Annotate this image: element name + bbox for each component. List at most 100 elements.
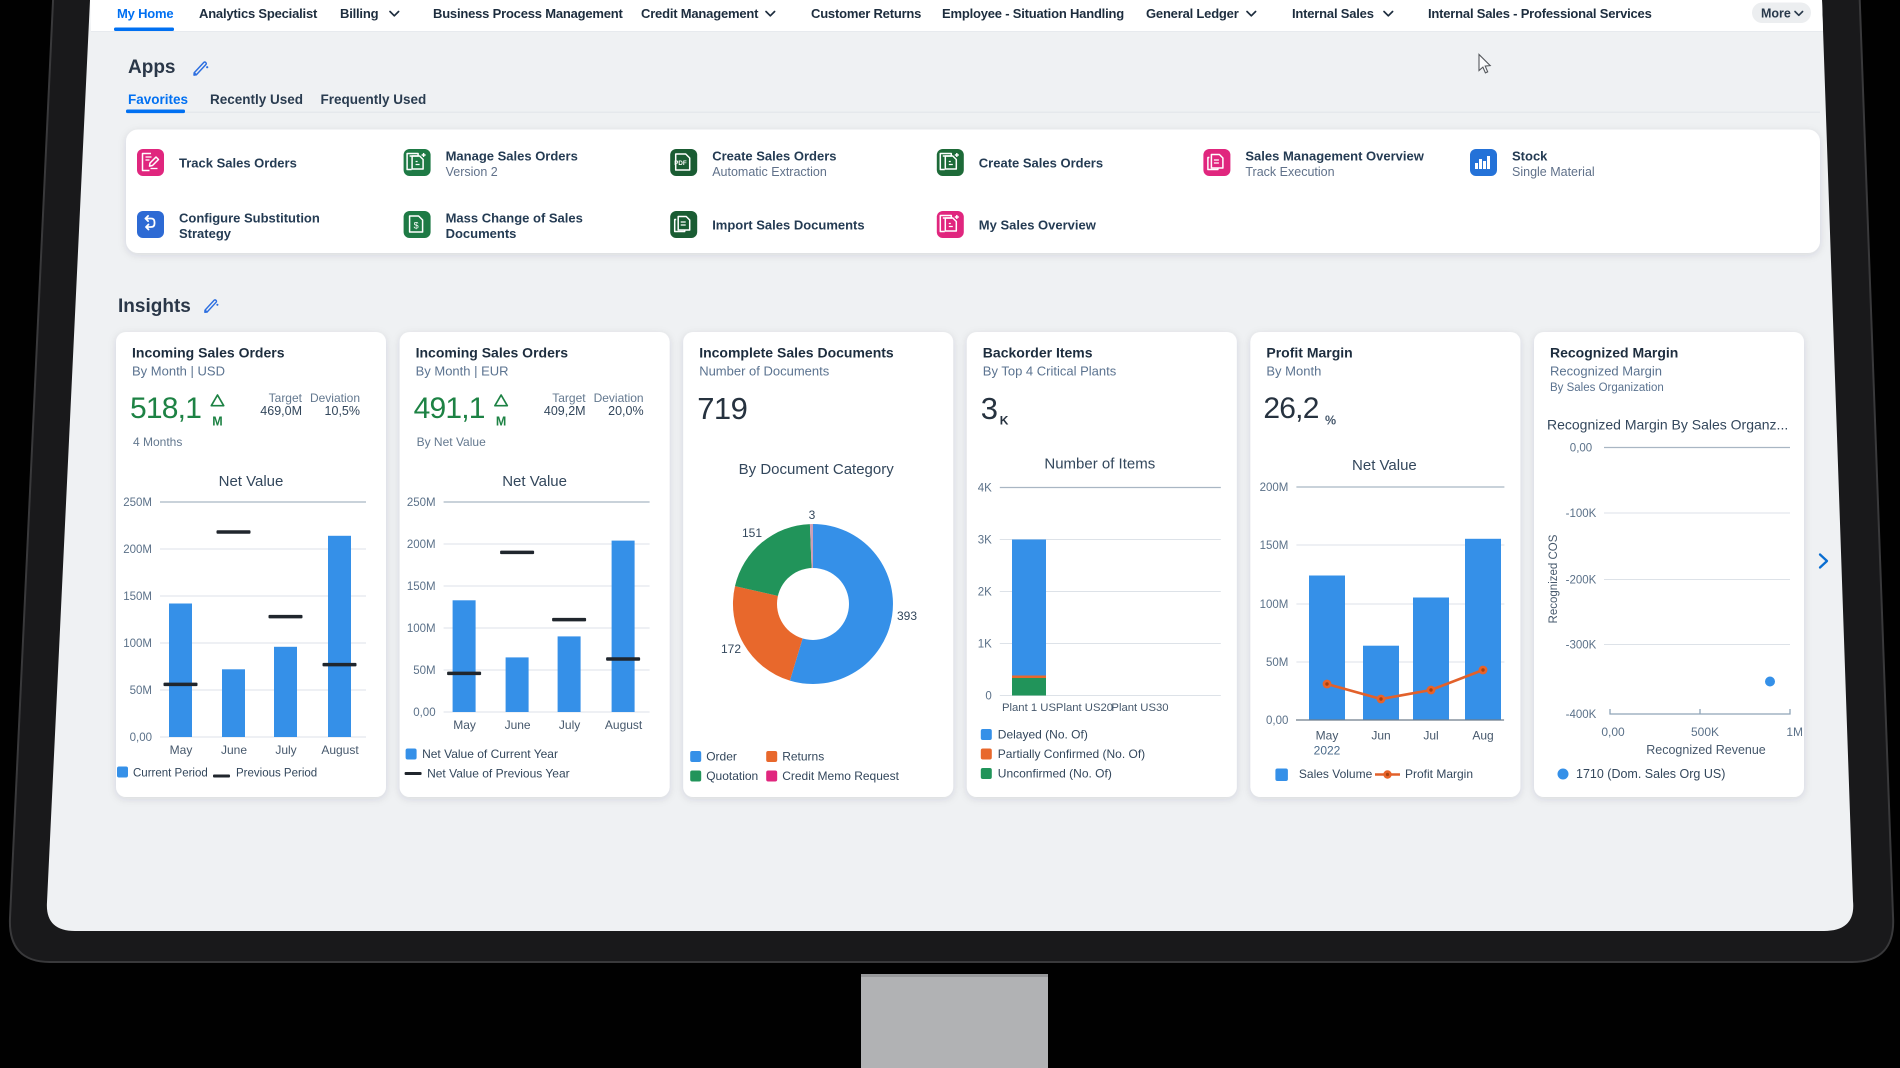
svg-text:Plant US20: Plant US20	[1056, 702, 1113, 714]
svg-text:Manage Sales Orders: Manage Sales Orders	[446, 149, 578, 164]
svg-text:Net Value: Net Value	[502, 473, 567, 490]
svg-text:Profit Margin: Profit Margin	[1405, 767, 1473, 781]
svg-text:Deviation: Deviation	[594, 391, 644, 405]
svg-text:Version 2: Version 2	[446, 165, 498, 179]
svg-text:20,0%: 20,0%	[608, 404, 643, 418]
svg-text:Employee - Situation Handling: Employee - Situation Handling	[942, 6, 1124, 21]
svg-text:-400K: -400K	[1566, 709, 1597, 721]
svg-text:1K: 1K	[978, 639, 992, 651]
svg-text:Business Process Management: Business Process Management	[433, 6, 624, 21]
svg-text:200M: 200M	[123, 544, 152, 556]
svg-text:Current Period: Current Period	[133, 768, 208, 780]
svg-text:10,5%: 10,5%	[325, 404, 360, 418]
svg-text:Aug: Aug	[1472, 729, 1493, 743]
svg-text:Jun: Jun	[1371, 729, 1390, 743]
svg-text:My Sales Overview: My Sales Overview	[979, 218, 1097, 233]
svg-text:0: 0	[985, 691, 991, 703]
svg-text:469,0M: 469,0M	[260, 404, 302, 418]
svg-text:500K: 500K	[1691, 725, 1719, 739]
svg-text:Recognized Margin By Sales Org: Recognized Margin By Sales Organz...	[1547, 417, 1788, 433]
svg-text:Track Sales Orders: Track Sales Orders	[179, 156, 297, 171]
svg-text:150M: 150M	[123, 591, 152, 603]
svg-text:100M: 100M	[1260, 599, 1289, 611]
svg-text:Analytics Specialist: Analytics Specialist	[199, 6, 318, 21]
svg-text:Automatic Extraction: Automatic Extraction	[712, 165, 827, 179]
svg-text:Recognized COS: Recognized COS	[1548, 534, 1560, 623]
svg-text:200M: 200M	[407, 539, 436, 551]
svg-text:Insights: Insights	[118, 296, 191, 317]
svg-text:393: 393	[897, 609, 917, 623]
svg-text:151: 151	[742, 526, 762, 540]
svg-text:3K: 3K	[978, 535, 992, 547]
svg-text:By Net Value: By Net Value	[417, 435, 486, 449]
svg-text:172: 172	[721, 642, 741, 656]
svg-text:Track Execution: Track Execution	[1245, 165, 1334, 179]
svg-text:Incomplete Sales Documents: Incomplete Sales Documents	[699, 345, 894, 361]
svg-text:Number of Items: Number of Items	[1044, 456, 1155, 473]
svg-text:Jul: Jul	[1423, 729, 1438, 743]
svg-text:518,1: 518,1	[130, 392, 201, 425]
svg-text:Target: Target	[269, 391, 303, 405]
svg-text:Credit Memo Request: Credit Memo Request	[782, 769, 899, 783]
svg-text:491,1: 491,1	[414, 392, 485, 425]
svg-text:Sales Volume: Sales Volume	[1299, 767, 1373, 781]
svg-text:General Ledger: General Ledger	[1146, 6, 1239, 21]
svg-text:4K: 4K	[978, 483, 992, 495]
svg-text:Net Value: Net Value	[219, 473, 284, 490]
svg-text:%: %	[1325, 414, 1336, 428]
svg-text:Returns: Returns	[782, 750, 824, 764]
svg-text:Target: Target	[552, 391, 586, 405]
svg-text:Strategy: Strategy	[179, 226, 232, 241]
svg-text:By Month | USD: By Month | USD	[132, 364, 225, 379]
svg-text:3: 3	[981, 391, 998, 426]
svg-text:0,00: 0,00	[413, 707, 435, 719]
svg-text:-200K: -200K	[1566, 575, 1597, 587]
svg-text:Delayed (No. Of): Delayed (No. Of)	[998, 728, 1088, 742]
svg-text:Single Material: Single Material	[1512, 165, 1595, 179]
svg-text:Credit Management: Credit Management	[641, 6, 759, 21]
svg-text:Import Sales Documents: Import Sales Documents	[712, 218, 864, 233]
svg-text:Customer Returns: Customer Returns	[811, 6, 921, 21]
svg-text:Quotation: Quotation	[706, 769, 758, 783]
svg-text:150M: 150M	[1260, 540, 1289, 552]
svg-text:0,00: 0,00	[1601, 725, 1625, 739]
svg-text:Recognized Revenue: Recognized Revenue	[1646, 743, 1766, 757]
svg-text:August: August	[605, 718, 643, 732]
svg-text:0,00: 0,00	[1266, 715, 1288, 727]
svg-text:2K: 2K	[978, 587, 992, 599]
svg-text:1M: 1M	[1786, 725, 1803, 739]
svg-text:100M: 100M	[407, 623, 436, 635]
svg-text:Net Value: Net Value	[1352, 457, 1417, 474]
svg-text:150M: 150M	[407, 581, 436, 593]
svg-text:Number of Documents: Number of Documents	[699, 364, 830, 379]
svg-text:Recognized Margin: Recognized Margin	[1550, 345, 1678, 361]
svg-text:Profit Margin: Profit Margin	[1266, 345, 1352, 361]
svg-text:July: July	[275, 743, 296, 757]
svg-text:Sales Management Overview: Sales Management Overview	[1245, 149, 1424, 164]
svg-text:Plant 1 US: Plant 1 US	[1002, 702, 1056, 714]
svg-text:-100K: -100K	[1566, 508, 1597, 520]
svg-text:3: 3	[809, 508, 816, 522]
svg-text:By Month | EUR: By Month | EUR	[416, 364, 509, 379]
svg-text:Deviation: Deviation	[310, 391, 360, 405]
svg-text:Net Value of Current Year: Net Value of Current Year	[422, 747, 558, 761]
svg-text:June: June	[505, 718, 531, 732]
svg-text:Favorites: Favorites	[128, 92, 188, 107]
svg-text:Order: Order	[706, 750, 737, 764]
svg-text:May: May	[453, 718, 476, 732]
svg-text:Backorder Items: Backorder Items	[983, 345, 1093, 361]
svg-text:Stock: Stock	[1512, 149, 1548, 164]
svg-text:Documents: Documents	[446, 226, 517, 241]
svg-text:June: June	[221, 743, 247, 757]
svg-text:M: M	[496, 415, 506, 429]
svg-text:By Document Category: By Document Category	[739, 461, 895, 478]
svg-text:More: More	[1761, 7, 1791, 21]
svg-text:K: K	[1000, 414, 1009, 428]
svg-text:Partially Confirmed (No. Of): Partially Confirmed (No. Of)	[998, 747, 1145, 761]
svg-text:100M: 100M	[123, 638, 152, 650]
svg-text:50M: 50M	[130, 685, 152, 697]
svg-text:By Top 4 Critical Plants: By Top 4 Critical Plants	[983, 364, 1117, 379]
svg-text:Plant US30: Plant US30	[1111, 702, 1168, 714]
svg-text:Create Sales Orders: Create Sales Orders	[979, 156, 1103, 171]
svg-text:May: May	[170, 743, 193, 757]
